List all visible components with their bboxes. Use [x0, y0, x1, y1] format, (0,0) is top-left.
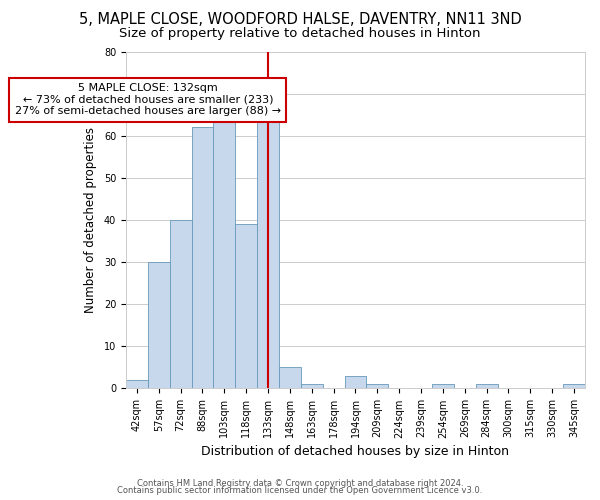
Bar — [257, 106, 279, 388]
Bar — [432, 384, 454, 388]
Bar — [191, 128, 214, 388]
Bar — [126, 380, 148, 388]
Bar — [170, 220, 191, 388]
Y-axis label: Number of detached properties: Number of detached properties — [84, 127, 97, 313]
Bar — [214, 114, 235, 388]
Bar — [367, 384, 388, 388]
Bar — [344, 376, 367, 388]
Text: 5 MAPLE CLOSE: 132sqm
← 73% of detached houses are smaller (233)
27% of semi-det: 5 MAPLE CLOSE: 132sqm ← 73% of detached … — [15, 83, 281, 116]
Text: Contains public sector information licensed under the Open Government Licence v3: Contains public sector information licen… — [118, 486, 482, 495]
Text: Contains HM Land Registry data © Crown copyright and database right 2024.: Contains HM Land Registry data © Crown c… — [137, 478, 463, 488]
Bar — [235, 224, 257, 388]
Bar — [476, 384, 497, 388]
Text: 5, MAPLE CLOSE, WOODFORD HALSE, DAVENTRY, NN11 3ND: 5, MAPLE CLOSE, WOODFORD HALSE, DAVENTRY… — [79, 12, 521, 28]
Bar — [301, 384, 323, 388]
Bar — [279, 368, 301, 388]
Text: Size of property relative to detached houses in Hinton: Size of property relative to detached ho… — [119, 28, 481, 40]
Bar — [563, 384, 585, 388]
X-axis label: Distribution of detached houses by size in Hinton: Distribution of detached houses by size … — [202, 444, 509, 458]
Bar — [148, 262, 170, 388]
